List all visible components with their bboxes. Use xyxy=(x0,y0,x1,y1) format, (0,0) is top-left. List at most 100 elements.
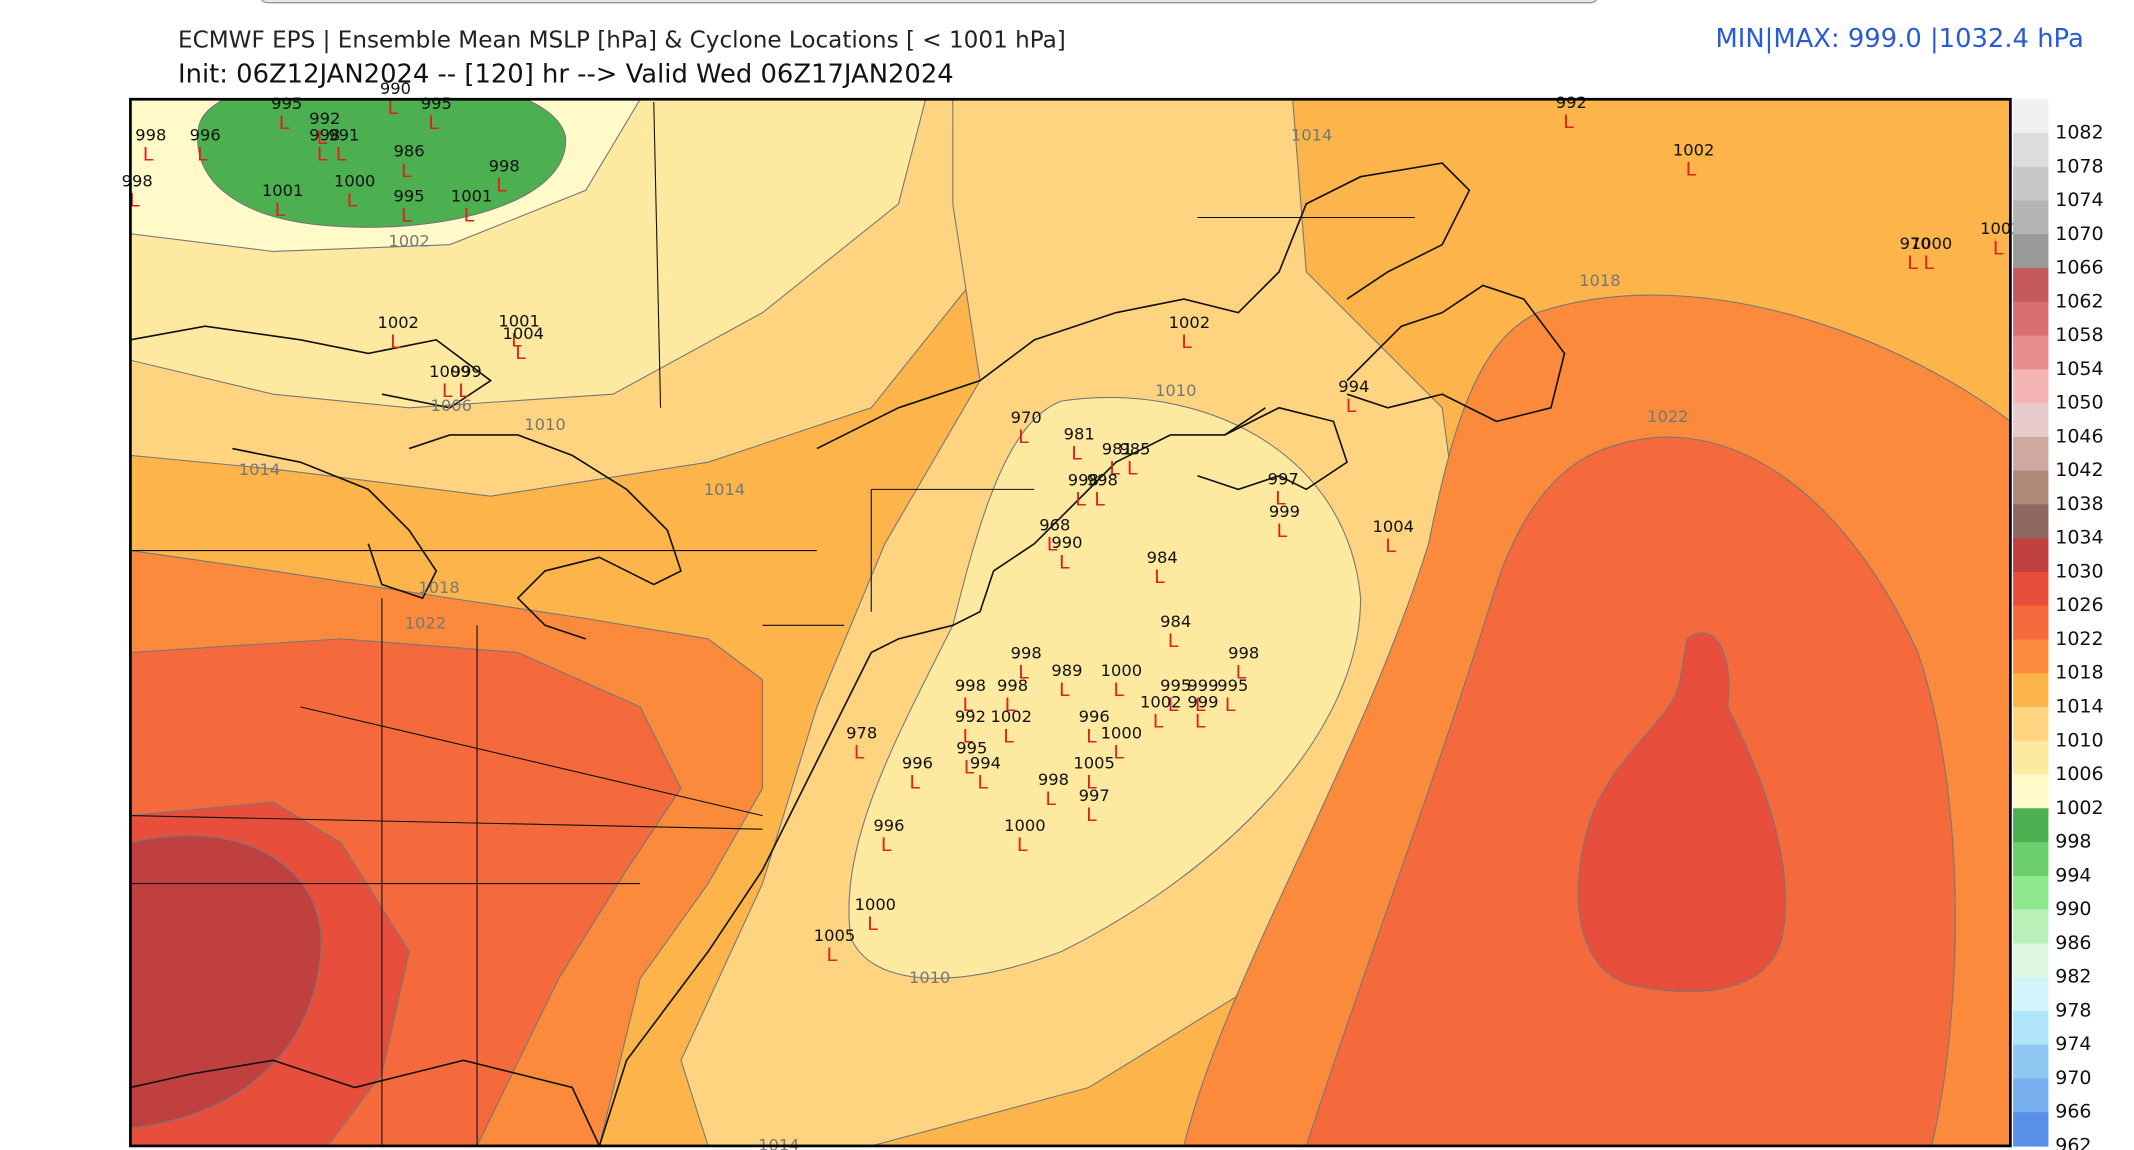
colorbar-swatch xyxy=(2013,673,2049,708)
colorbar-swatch xyxy=(2013,605,2049,641)
subtitle: Init: 06Z12JAN2024 -- [120] hr --> Valid… xyxy=(178,59,954,89)
cyclone-pressure: 994 xyxy=(1338,377,1369,396)
cyclone-pressure: 1001 xyxy=(262,181,303,200)
colorbar-label: 970 xyxy=(2055,1067,2091,1089)
contour-label: 1014 xyxy=(758,1135,799,1150)
colorbar-swatch xyxy=(2013,875,2049,911)
colorbar-swatch xyxy=(2013,909,2049,945)
cyclone-pressure: 996 xyxy=(190,125,221,144)
cyclone-marker: L xyxy=(1195,710,1206,732)
cyclone-marker: L xyxy=(511,330,522,352)
contour-label: 1014 xyxy=(1291,125,1332,144)
cyclone-marker: L xyxy=(1071,443,1082,465)
cyclone-marker: L xyxy=(854,742,865,764)
cyclone-marker: L xyxy=(1059,551,1070,573)
colorbar-label: 1038 xyxy=(2055,493,2103,515)
cyclone-pressure: 1009 xyxy=(429,362,470,381)
colorbar-swatch xyxy=(2013,403,2049,438)
cyclone-marker: L xyxy=(909,771,920,793)
cyclone-marker: L xyxy=(1113,742,1124,764)
colorbar-label: 1074 xyxy=(2055,189,2103,211)
cyclone-pressure: 1004 xyxy=(1372,517,1413,536)
cyclone-marker: L xyxy=(1168,630,1179,652)
cyclone-marker: L xyxy=(1563,111,1574,133)
title: ECMWF EPS | Ensemble Mean MSLP [hPa] & C… xyxy=(178,27,1066,53)
cyclone-pressure: 978 xyxy=(846,724,877,743)
colorbar-swatch xyxy=(2013,639,2049,674)
cyclone-pressure: 992 xyxy=(955,707,986,726)
cyclone-marker: L xyxy=(1047,534,1058,556)
contour-label: 1002 xyxy=(388,231,429,250)
cyclone-pressure: 1002 xyxy=(1169,313,1210,332)
cyclone-marker: L xyxy=(197,143,208,165)
coast xyxy=(1197,406,1348,491)
cyclone-marker: L xyxy=(1168,694,1179,716)
cyclone-pressure: 998 xyxy=(489,157,520,176)
colorbar-swatch xyxy=(2013,977,2049,1012)
pressure-region xyxy=(848,397,1362,979)
cyclone-pressure: 984 xyxy=(1160,612,1191,631)
colorbar-label: 1022 xyxy=(2055,628,2103,650)
top-bar xyxy=(260,0,1598,4)
colorbar-label: 1002 xyxy=(2055,797,2103,819)
cyclone-marker: L xyxy=(1003,725,1014,747)
colorbar-swatch xyxy=(2013,268,2049,303)
cyclone-pressure: 970 xyxy=(1900,234,1931,253)
contour-label: 1022 xyxy=(405,613,446,632)
lakes xyxy=(408,434,682,640)
cyclone-marker: L xyxy=(1045,788,1056,810)
cyclone-pressure: 1000 xyxy=(1004,816,1045,835)
cyclone-marker: L xyxy=(962,694,973,716)
cyclone-pressure: 968 xyxy=(1039,516,1070,535)
colorbar-swatch xyxy=(2013,301,2049,337)
cyclone-pressure: 1002 xyxy=(377,313,418,332)
colorbar-swatch xyxy=(2013,335,2049,371)
cyclone-pressure: 998 xyxy=(1087,471,1118,490)
cyclone-marker: L xyxy=(1225,694,1236,716)
colorbar-swatch xyxy=(2013,808,2049,843)
cyclone-pressure: 1001 xyxy=(498,312,539,331)
cyclone-pressure: 997 xyxy=(1079,786,1110,805)
pressure-region xyxy=(1577,632,1787,993)
colorbar-label: 1062 xyxy=(2055,290,2103,312)
cyclone-pressure: 998 xyxy=(955,676,986,695)
cyclone-pressure: 1000 xyxy=(1911,234,1952,253)
cyclone-pressure: 1005 xyxy=(1073,753,1114,772)
cyclone-marker: L xyxy=(143,143,154,165)
cyclone-pressure: 1004 xyxy=(503,324,544,343)
colorbar-swatch xyxy=(2013,369,2049,404)
contour-label: 1018 xyxy=(1579,271,1620,290)
colorbar-label: 1018 xyxy=(2055,662,2103,684)
borders xyxy=(130,101,1415,1146)
colorbar-label: 1082 xyxy=(2055,121,2103,143)
pressure-region xyxy=(130,835,322,1129)
cyclone-pressure: 1000 xyxy=(334,172,375,191)
cyclone-pressure: 998 xyxy=(1011,643,1042,662)
cyclone-pressure: 999 xyxy=(1269,502,1300,521)
colorbar-swatch xyxy=(2013,538,2049,573)
coast xyxy=(816,162,1471,450)
coast xyxy=(1346,284,1566,423)
cyclone-marker: L xyxy=(827,944,838,966)
cyclone-marker: L xyxy=(275,199,286,221)
colorbar-swatch xyxy=(2013,132,2049,168)
cyclone-marker: L xyxy=(962,725,973,747)
colorbar-swatch xyxy=(2013,1044,2049,1080)
cyclone-marker: L xyxy=(1113,679,1124,701)
cyclone-pressure: 998 xyxy=(1228,643,1259,662)
cyclone-pressure: 986 xyxy=(394,142,425,161)
map-frame xyxy=(129,97,2012,1148)
contour-label: 1010 xyxy=(909,968,950,987)
colorbar-swatch xyxy=(2013,234,2049,269)
cyclone-marker: L xyxy=(1075,489,1086,511)
cyclone-pressure: 984 xyxy=(1147,548,1178,567)
colorbar-label: 1046 xyxy=(2055,425,2103,447)
cyclone-pressure: 1000 xyxy=(1101,661,1142,680)
cyclone-marker: L xyxy=(442,380,453,402)
cyclone-pressure: 999 xyxy=(1187,676,1218,695)
cyclone-marker: L xyxy=(1086,725,1097,747)
cyclone-marker: L xyxy=(964,757,975,779)
cyclone-pressure: 981 xyxy=(1102,439,1133,458)
cyclone-pressure: 992 xyxy=(1556,93,1587,112)
cyclone-pressure: 997 xyxy=(1268,469,1299,488)
